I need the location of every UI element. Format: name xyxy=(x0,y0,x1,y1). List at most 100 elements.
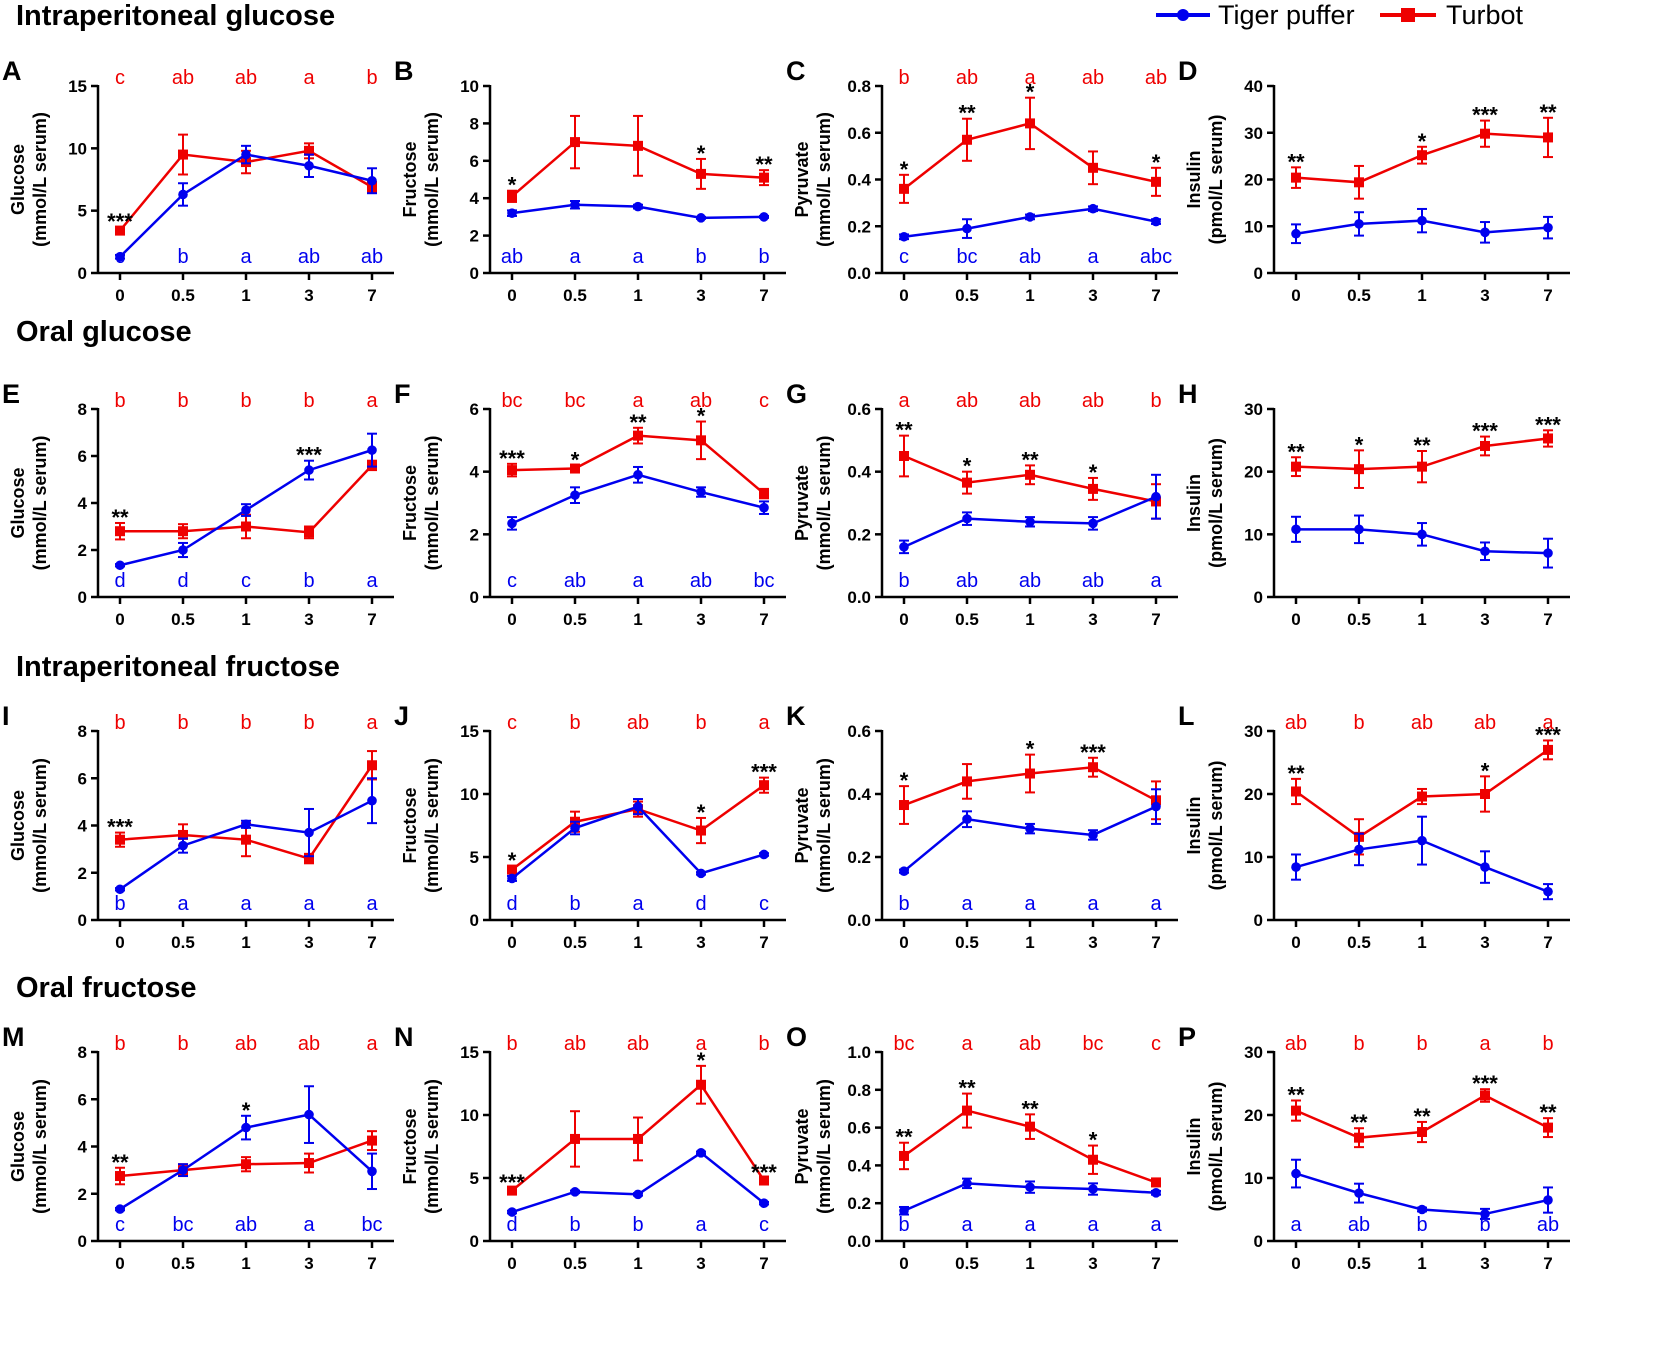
y-tick-label-a: 15 xyxy=(68,77,87,96)
data-point-turbot-h xyxy=(1291,461,1301,472)
significance-stars-p: ** xyxy=(1413,1104,1431,1129)
y-axis-unit-label-b: (mmol/L serum) xyxy=(422,112,442,247)
data-point-turbot-c xyxy=(899,183,909,194)
data-point-tiger-puffer-b xyxy=(759,212,769,222)
x-tick-label-e: 3 xyxy=(304,610,313,629)
data-point-turbot-f xyxy=(633,430,643,441)
y-tick-label-g: 0.0 xyxy=(847,588,871,607)
letter-label-turbot-g: ab xyxy=(1019,390,1041,412)
x-tick-label-f: 7 xyxy=(759,610,768,629)
significance-stars-j: * xyxy=(697,800,706,825)
letter-label-tiger-puffer-f: bc xyxy=(753,570,774,592)
letter-label-tiger-puffer-c: bc xyxy=(956,246,977,268)
significance-stars-h: *** xyxy=(1472,419,1498,444)
data-point-turbot-g xyxy=(1088,483,1098,494)
letter-label-tiger-puffer-i: a xyxy=(303,893,315,915)
y-axis-label-a: Glucose xyxy=(8,144,28,215)
data-point-tiger-puffer-m xyxy=(115,1204,125,1214)
letter-label-turbot-l: ab xyxy=(1285,712,1307,734)
y-axis-label-h: Insulin xyxy=(1184,474,1204,532)
significance-stars-j: *** xyxy=(751,760,777,785)
letter-label-tiger-puffer-f: a xyxy=(632,570,644,592)
y-tick-label-m: 8 xyxy=(78,1043,87,1062)
letter-label-tiger-puffer-p: b xyxy=(1416,1214,1427,1236)
legend-turbot-marker-icon xyxy=(1401,8,1415,22)
y-tick-label-l: 10 xyxy=(1244,848,1263,867)
x-tick-label-j: 0.5 xyxy=(563,933,587,952)
data-point-tiger-puffer-n xyxy=(696,1148,706,1158)
letter-label-tiger-puffer-n: b xyxy=(569,1214,580,1236)
data-point-tiger-puffer-a xyxy=(115,251,125,262)
significance-stars-f: ** xyxy=(629,410,647,435)
x-tick-label-h: 0 xyxy=(1291,610,1300,629)
data-point-tiger-puffer-i xyxy=(304,827,314,838)
data-point-tiger-puffer-o xyxy=(962,1178,972,1189)
x-tick-label-b: 3 xyxy=(696,286,705,305)
x-tick-label-p: 7 xyxy=(1543,1254,1552,1273)
y-tick-label-o: 0.6 xyxy=(847,1119,871,1138)
y-tick-label-l: 30 xyxy=(1244,722,1263,741)
y-axis-unit-label-p: (pmol/L serum) xyxy=(1206,1082,1226,1212)
letter-label-turbot-m: b xyxy=(114,1033,125,1055)
data-point-turbot-c xyxy=(1151,176,1161,187)
data-point-tiger-puffer-c xyxy=(1025,212,1035,222)
data-point-tiger-puffer-f xyxy=(570,490,580,500)
y-tick-label-o: 0.8 xyxy=(847,1081,871,1100)
legend-tiger-marker-icon xyxy=(1177,9,1189,21)
data-point-tiger-puffer-e xyxy=(367,445,377,455)
x-tick-label-k: 3 xyxy=(1088,933,1097,952)
letter-label-tiger-puffer-k: a xyxy=(1024,893,1036,915)
data-point-turbot-o xyxy=(1151,1177,1161,1188)
data-point-tiger-puffer-e xyxy=(304,465,314,475)
letter-label-tiger-puffer-e: d xyxy=(177,570,188,592)
letter-label-tiger-puffer-b: a xyxy=(569,246,581,268)
letter-label-turbot-o: ab xyxy=(1019,1033,1041,1055)
data-point-tiger-puffer-c xyxy=(962,223,972,234)
letter-label-tiger-puffer-a: c xyxy=(115,246,125,268)
x-tick-label-p: 0 xyxy=(1291,1254,1300,1273)
x-tick-label-j: 0 xyxy=(507,933,516,952)
x-tick-label-i: 0.5 xyxy=(171,933,195,952)
letter-label-turbot-g: a xyxy=(898,390,910,412)
significance-stars-l: * xyxy=(1481,758,1490,783)
data-point-turbot-n xyxy=(570,1133,580,1144)
x-tick-label-o: 0.5 xyxy=(955,1254,979,1273)
data-point-tiger-puffer-i xyxy=(178,840,188,851)
legend xyxy=(1156,8,1436,22)
data-point-turbot-n xyxy=(696,1079,706,1090)
data-point-tiger-puffer-j xyxy=(759,849,769,860)
data-point-tiger-puffer-f xyxy=(696,487,706,497)
y-tick-label-n: 5 xyxy=(470,1169,479,1188)
data-point-turbot-h xyxy=(1543,433,1553,444)
letter-label-tiger-puffer-o: a xyxy=(961,1214,973,1236)
letter-label-tiger-puffer-a: b xyxy=(177,246,188,268)
data-point-tiger-puffer-f xyxy=(633,470,643,480)
letter-label-tiger-puffer-i: a xyxy=(366,893,378,915)
series-line-tiger-puffer-n xyxy=(511,1151,765,1214)
x-tick-label-i: 7 xyxy=(367,933,376,952)
y-tick-label-j: 10 xyxy=(460,785,479,804)
y-axis-label-m: Glucose xyxy=(8,1111,28,1182)
data-point-turbot-l xyxy=(1543,744,1553,755)
y-tick-label-d: 20 xyxy=(1244,171,1263,190)
data-point-turbot-j xyxy=(759,780,769,791)
y-tick-label-k: 0.6 xyxy=(847,722,871,741)
x-tick-label-i: 0 xyxy=(115,933,124,952)
data-point-tiger-puffer-b xyxy=(570,199,580,210)
y-tick-label-i: 0 xyxy=(78,911,87,930)
letter-label-turbot-j: a xyxy=(758,712,770,734)
data-point-tiger-puffer-h xyxy=(1417,529,1427,540)
letter-label-tiger-puffer-g: ab xyxy=(1019,570,1041,592)
significance-stars-m: ** xyxy=(111,1150,129,1175)
x-tick-label-p: 0.5 xyxy=(1347,1254,1371,1273)
letter-label-turbot-p: b xyxy=(1416,1033,1427,1055)
significance-stars-c: * xyxy=(1026,80,1035,105)
letter-label-tiger-puffer-c: ab xyxy=(1019,246,1041,268)
data-point-tiger-puffer-b xyxy=(507,208,517,218)
significance-stars-n: *** xyxy=(751,1160,777,1185)
panel-letter-o: O xyxy=(786,1022,807,1052)
y-tick-label-p: 20 xyxy=(1244,1106,1263,1125)
data-point-turbot-d xyxy=(1480,128,1490,139)
data-point-turbot-a xyxy=(178,149,188,160)
significance-stars-o: ** xyxy=(1021,1096,1039,1121)
